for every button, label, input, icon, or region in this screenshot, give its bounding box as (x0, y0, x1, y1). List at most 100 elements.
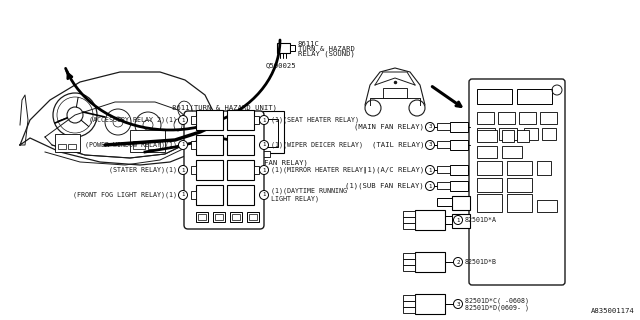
Text: A835001174: A835001174 (591, 308, 635, 314)
Circle shape (454, 300, 463, 308)
Text: (1)(SUB FAN RELAY): (1)(SUB FAN RELAY) (345, 183, 424, 189)
Bar (502, 146, 522, 158)
Bar (403, 259, 415, 265)
Bar (507, 194, 532, 212)
FancyBboxPatch shape (184, 111, 264, 229)
Bar (196, 185, 223, 205)
Bar (55, 134, 80, 152)
Text: 82501D*D(0609- ): 82501D*D(0609- ) (465, 305, 529, 311)
Bar (537, 200, 557, 212)
Bar (450, 165, 468, 175)
Bar (502, 130, 514, 142)
Bar (477, 130, 497, 142)
Bar (68, 144, 76, 149)
Bar (499, 128, 517, 140)
Bar (254, 166, 259, 174)
Text: TURN & HAZARD: TURN & HAZARD (298, 46, 355, 52)
Circle shape (179, 165, 188, 174)
Circle shape (259, 165, 269, 174)
Bar (403, 265, 415, 271)
Bar (437, 166, 450, 173)
Bar (507, 161, 532, 175)
Text: (1)(DAYTIME RUNNING
LIGHT RELAY): (1)(DAYTIME RUNNING LIGHT RELAY) (271, 188, 347, 202)
Text: (MAIN FAN RELAY): (MAIN FAN RELAY) (354, 124, 424, 130)
Bar (437, 123, 450, 130)
Text: 2: 2 (456, 260, 460, 265)
Text: 8611(TURN & HAZARD UNIT): 8611(TURN & HAZARD UNIT) (172, 105, 276, 111)
Bar (415, 294, 445, 314)
Bar (196, 110, 223, 130)
Text: 1: 1 (262, 167, 266, 172)
Bar (240, 111, 284, 153)
Bar (196, 212, 208, 222)
Text: (1)(SEAT HEATER RELAY): (1)(SEAT HEATER RELAY) (271, 117, 359, 123)
Bar (415, 210, 445, 230)
Circle shape (179, 190, 188, 199)
Text: (1)(WIPER DEICER RELAY): (1)(WIPER DEICER RELAY) (271, 142, 363, 148)
Bar (227, 135, 254, 155)
Bar (246, 119, 278, 147)
Bar (215, 214, 223, 220)
Bar (403, 301, 415, 307)
Bar (517, 89, 552, 104)
Text: (ACCESSORY RELAY 2)(1): (ACCESSORY RELAY 2)(1) (89, 117, 177, 123)
Circle shape (259, 190, 269, 199)
Bar (58, 144, 66, 149)
Text: 1: 1 (456, 218, 460, 222)
Bar (191, 166, 196, 174)
Text: (FRONT FOG LIGHT RELAY)(1): (FRONT FOG LIGHT RELAY)(1) (73, 192, 177, 198)
Bar (477, 146, 497, 158)
Text: (1)(A/C RELAY): (1)(A/C RELAY) (363, 167, 424, 173)
Text: (1)(MIRROR HEATER RELAY): (1)(MIRROR HEATER RELAY) (271, 167, 367, 173)
Bar (477, 128, 495, 140)
Bar (540, 112, 557, 124)
Bar (191, 141, 196, 149)
Bar (450, 181, 468, 191)
Text: 1: 1 (262, 193, 266, 197)
Bar (254, 151, 270, 157)
Bar (498, 112, 515, 124)
Bar (230, 212, 242, 222)
Bar (403, 211, 415, 217)
Bar (213, 212, 225, 222)
Bar (227, 185, 254, 205)
Bar (452, 214, 470, 228)
Bar (517, 130, 529, 142)
Bar (477, 89, 512, 104)
Circle shape (454, 215, 463, 225)
Circle shape (259, 140, 269, 149)
Text: (2)(BLOWER FAN RELAY): (2)(BLOWER FAN RELAY) (216, 160, 308, 166)
Bar (437, 141, 450, 148)
Text: 8611C: 8611C (298, 41, 320, 47)
Bar (227, 160, 254, 180)
Bar (130, 130, 165, 152)
Text: (TAIL RELAY): (TAIL RELAY) (371, 142, 424, 148)
Text: 1: 1 (428, 183, 432, 188)
Bar (191, 116, 196, 124)
Circle shape (426, 140, 435, 149)
Bar (452, 196, 470, 210)
Text: 3: 3 (428, 142, 432, 148)
Text: 1: 1 (428, 167, 432, 172)
Bar (415, 252, 445, 272)
Circle shape (454, 258, 463, 267)
FancyBboxPatch shape (469, 79, 565, 285)
Bar (477, 161, 502, 175)
Text: 3: 3 (428, 124, 432, 130)
Bar (133, 141, 145, 149)
Bar (450, 122, 468, 132)
Text: Q500025: Q500025 (266, 62, 296, 68)
Bar (227, 110, 254, 130)
Bar (477, 178, 502, 192)
Bar (437, 182, 450, 189)
Bar (403, 217, 415, 223)
Text: (POWER WINDOW RELAY)(1): (POWER WINDOW RELAY)(1) (85, 142, 177, 148)
Circle shape (426, 165, 435, 174)
Bar (383, 88, 407, 98)
Text: 82501D*B: 82501D*B (465, 259, 497, 265)
Bar (537, 161, 551, 175)
Circle shape (426, 181, 435, 190)
Circle shape (426, 123, 435, 132)
Bar (524, 128, 538, 140)
Bar (254, 116, 259, 124)
